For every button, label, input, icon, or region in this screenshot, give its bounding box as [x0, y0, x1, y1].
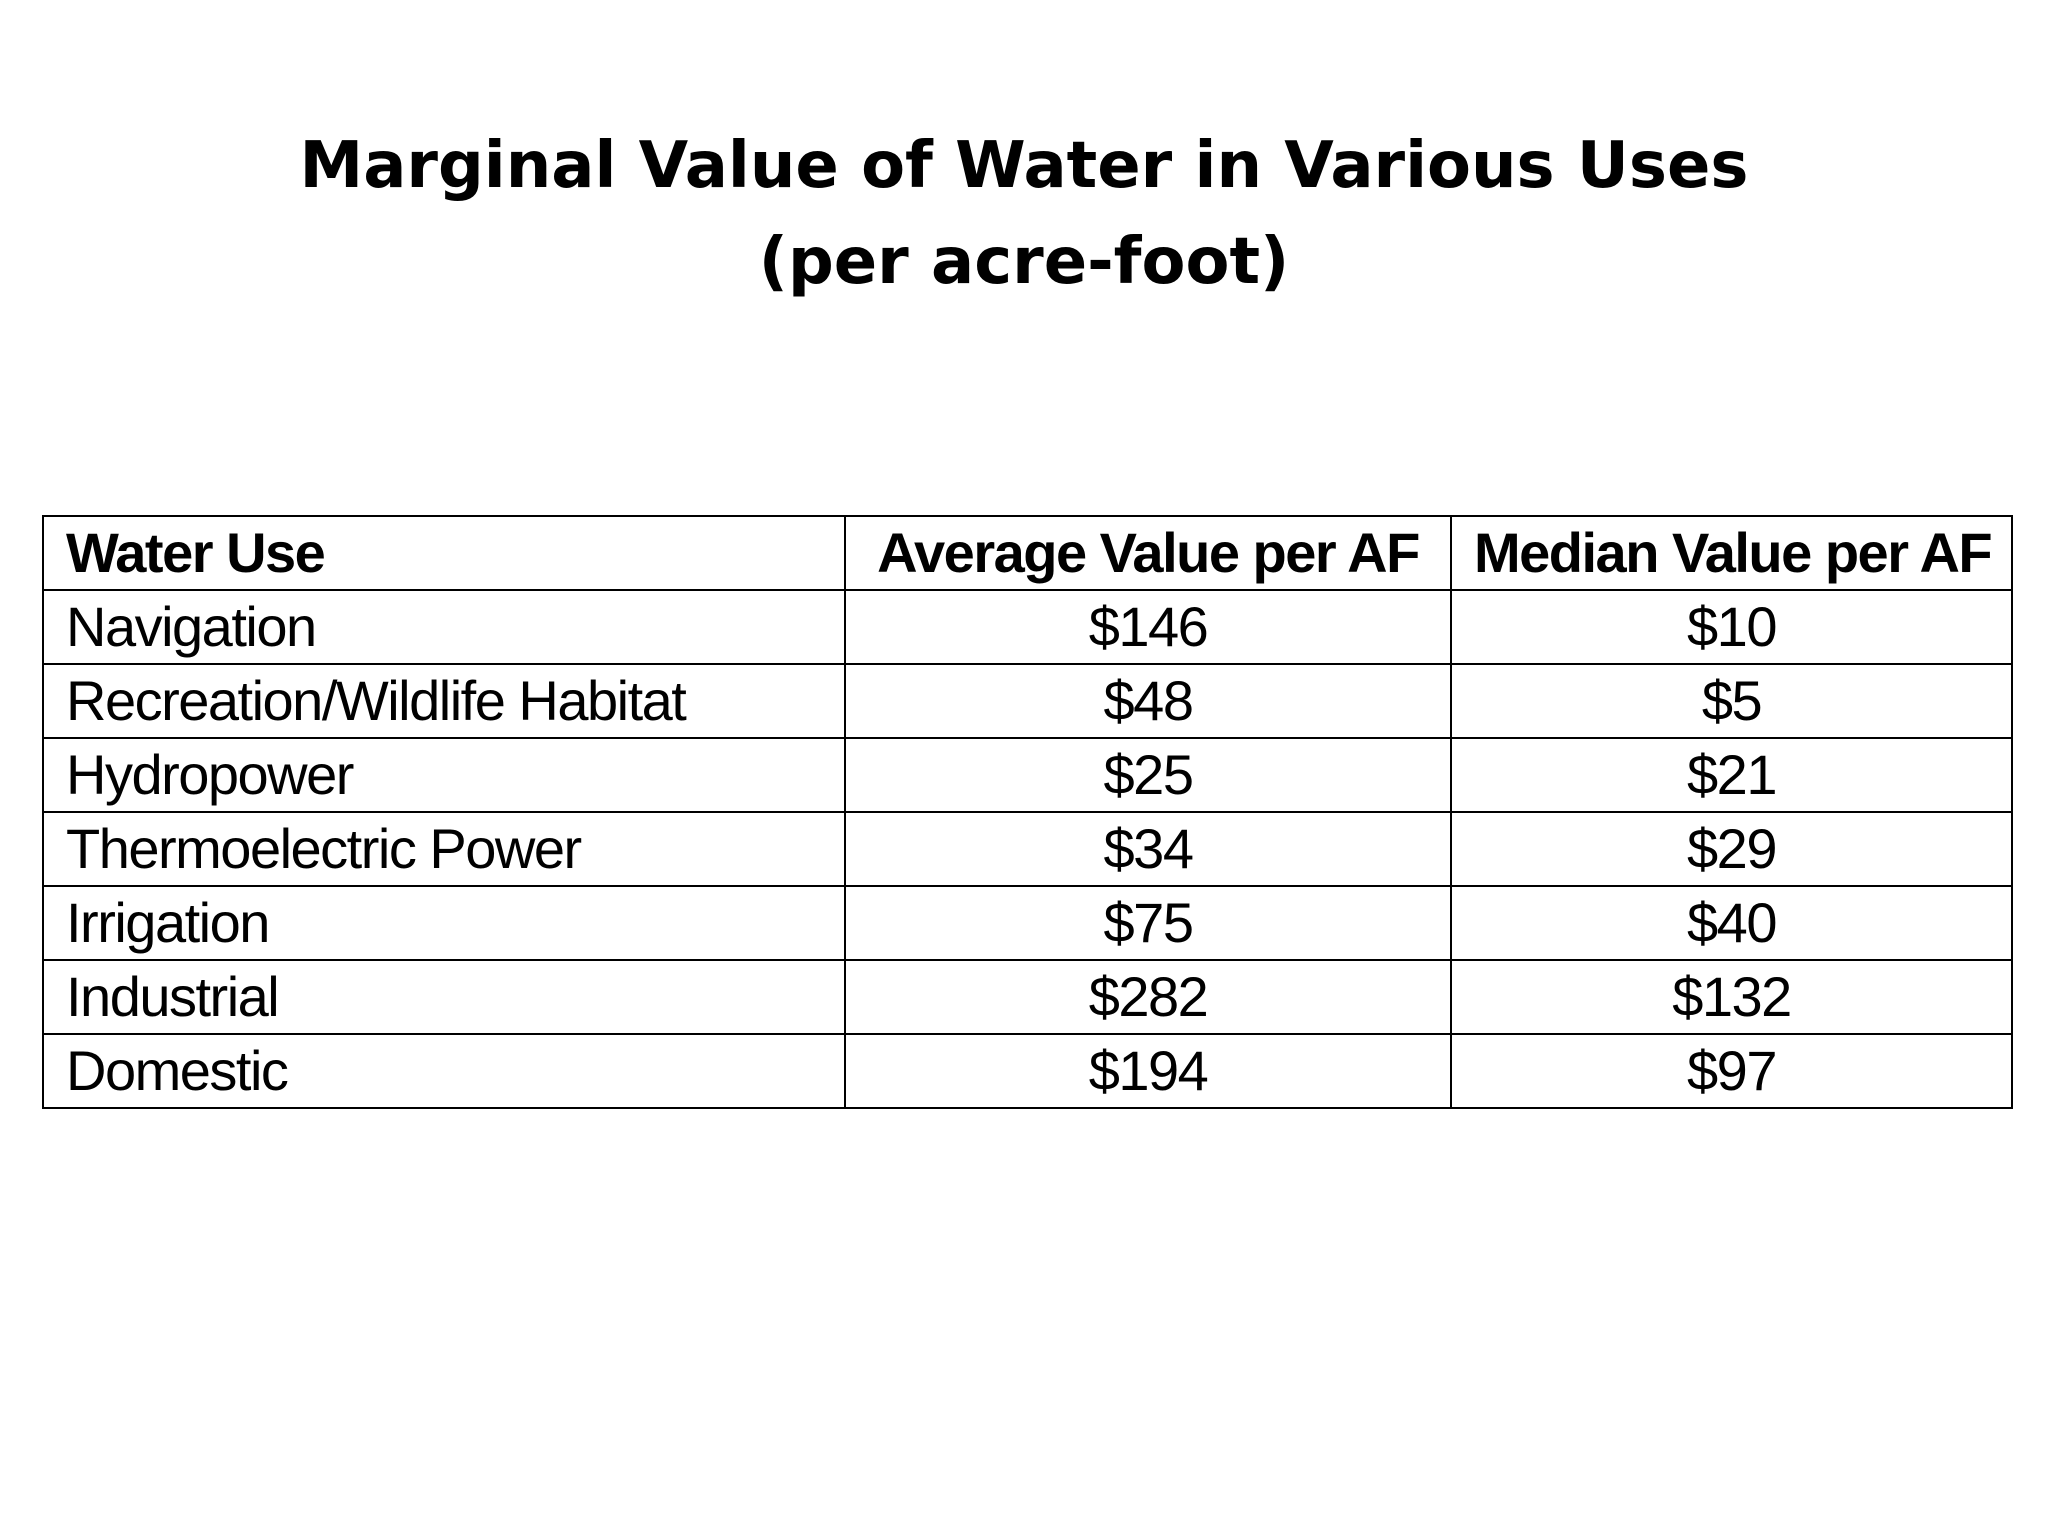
table-row: Hydropower $25 $21	[42, 737, 2013, 813]
water-value-table: Water Use Average Value per AF Median Va…	[42, 515, 2013, 1109]
cell-water-use: Recreation/Wildlife Habitat	[42, 663, 846, 739]
cell-median-value: $40	[1450, 885, 2013, 961]
cell-median-value: $97	[1450, 1033, 2013, 1109]
header-average-value: Average Value per AF	[844, 515, 1452, 591]
cell-average-value: $48	[844, 663, 1452, 739]
title-line-1: Marginal Value of Water in Various Uses	[299, 129, 1749, 203]
cell-median-value: $21	[1450, 737, 2013, 813]
cell-water-use: Thermoelectric Power	[42, 811, 846, 887]
cell-water-use: Irrigation	[42, 885, 846, 961]
table-row: Domestic $194 $97	[42, 1033, 2013, 1109]
cell-median-value: $10	[1450, 589, 2013, 665]
header-median-value: Median Value per AF	[1450, 515, 2013, 591]
cell-water-use: Hydropower	[42, 737, 846, 813]
cell-average-value: $34	[844, 811, 1452, 887]
cell-water-use: Domestic	[42, 1033, 846, 1109]
cell-average-value: $25	[844, 737, 1452, 813]
slide-title: Marginal Value of Water in Various Uses …	[0, 118, 2048, 310]
cell-average-value: $75	[844, 885, 1452, 961]
header-water-use: Water Use	[42, 515, 846, 591]
cell-median-value: $132	[1450, 959, 2013, 1035]
cell-median-value: $5	[1450, 663, 2013, 739]
cell-median-value: $29	[1450, 811, 2013, 887]
cell-water-use: Industrial	[42, 959, 846, 1035]
cell-average-value: $282	[844, 959, 1452, 1035]
table-row: Navigation $146 $10	[42, 589, 2013, 665]
table-header-row: Water Use Average Value per AF Median Va…	[42, 515, 2013, 591]
cell-average-value: $146	[844, 589, 1452, 665]
cell-water-use: Navigation	[42, 589, 846, 665]
table-row: Irrigation $75 $40	[42, 885, 2013, 961]
title-line-2: (per acre-foot)	[758, 225, 1290, 299]
table-row: Industrial $282 $132	[42, 959, 2013, 1035]
cell-average-value: $194	[844, 1033, 1452, 1109]
table-row: Recreation/Wildlife Habitat $48 $5	[42, 663, 2013, 739]
table-row: Thermoelectric Power $34 $29	[42, 811, 2013, 887]
